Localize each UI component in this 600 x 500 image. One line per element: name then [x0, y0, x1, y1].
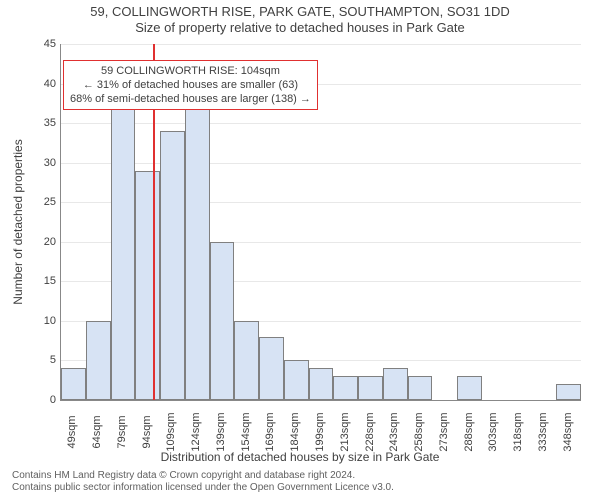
x-tick-label: 333sqm: [537, 412, 549, 451]
y-tick-label: 5: [26, 354, 56, 366]
y-tick-label: 15: [26, 275, 56, 287]
x-tick-label: 243sqm: [388, 412, 400, 451]
bar: [86, 321, 111, 400]
x-tick-label: 228sqm: [364, 412, 376, 451]
title-line-2: Size of property relative to detached ho…: [0, 20, 600, 36]
x-tick-label: 258sqm: [413, 412, 425, 451]
title-block: 59, COLLINGWORTH RISE, PARK GATE, SOUTHA…: [0, 4, 600, 36]
y-tick-label: 10: [26, 315, 56, 327]
bar: [234, 321, 259, 400]
x-tick-label: 318sqm: [512, 412, 524, 451]
title-line-1: 59, COLLINGWORTH RISE, PARK GATE, SOUTHA…: [0, 4, 600, 20]
x-tick-label: 273sqm: [438, 412, 450, 451]
bar: [135, 171, 160, 400]
x-tick-label: 348sqm: [562, 412, 574, 451]
annotation-box: 59 COLLINGWORTH RISE: 104sqm← 31% of det…: [63, 60, 318, 110]
bar: [408, 376, 433, 400]
x-tick-label: 79sqm: [116, 415, 128, 448]
footer-line-1: Contains HM Land Registry data © Crown c…: [12, 470, 394, 482]
x-tick-label: 169sqm: [264, 412, 276, 451]
y-tick-label: 40: [26, 78, 56, 90]
x-tick-label: 94sqm: [141, 415, 153, 448]
y-tick-label: 35: [26, 117, 56, 129]
annotation-line: ← 31% of detached houses are smaller (63…: [70, 78, 311, 92]
y-tick-label: 20: [26, 236, 56, 248]
x-tick-label: 109sqm: [165, 412, 177, 451]
x-tick-label: 124sqm: [190, 412, 202, 451]
x-tick-label: 184sqm: [289, 412, 301, 451]
bar: [259, 337, 284, 400]
annotation-line: 68% of semi-detached houses are larger (…: [70, 92, 311, 106]
x-tick-label: 213sqm: [339, 412, 351, 451]
bar: [457, 376, 482, 400]
bar: [111, 107, 136, 400]
y-tick-label: 30: [26, 157, 56, 169]
footer: Contains HM Land Registry data © Crown c…: [12, 470, 394, 494]
x-axis-label: Distribution of detached houses by size …: [0, 450, 600, 464]
bar: [284, 360, 309, 400]
y-tick-label: 45: [26, 38, 56, 50]
plot-area: 59 COLLINGWORTH RISE: 104sqm← 31% of det…: [60, 44, 581, 401]
bar: [358, 376, 383, 400]
x-tick-label: 199sqm: [314, 412, 326, 451]
x-tick-label: 49sqm: [66, 415, 78, 448]
annotation-line: 59 COLLINGWORTH RISE: 104sqm: [70, 64, 311, 78]
bar: [185, 107, 210, 400]
bar: [309, 368, 334, 400]
x-tick-label: 154sqm: [240, 412, 252, 451]
bar: [556, 384, 581, 400]
bar: [210, 242, 235, 400]
figure: 59, COLLINGWORTH RISE, PARK GATE, SOUTHA…: [0, 0, 600, 500]
y-tick-label: 0: [26, 394, 56, 406]
bar: [160, 131, 185, 400]
x-tick-label: 303sqm: [487, 412, 499, 451]
y-axis-label: Number of detached properties: [11, 139, 25, 304]
x-tick-label: 288sqm: [463, 412, 475, 451]
x-tick-label: 139sqm: [215, 412, 227, 451]
y-tick-label: 25: [26, 196, 56, 208]
bar: [333, 376, 358, 400]
x-tick-label: 64sqm: [91, 415, 103, 448]
bar: [383, 368, 408, 400]
footer-line-2: Contains public sector information licen…: [12, 482, 394, 494]
bar: [61, 368, 86, 400]
